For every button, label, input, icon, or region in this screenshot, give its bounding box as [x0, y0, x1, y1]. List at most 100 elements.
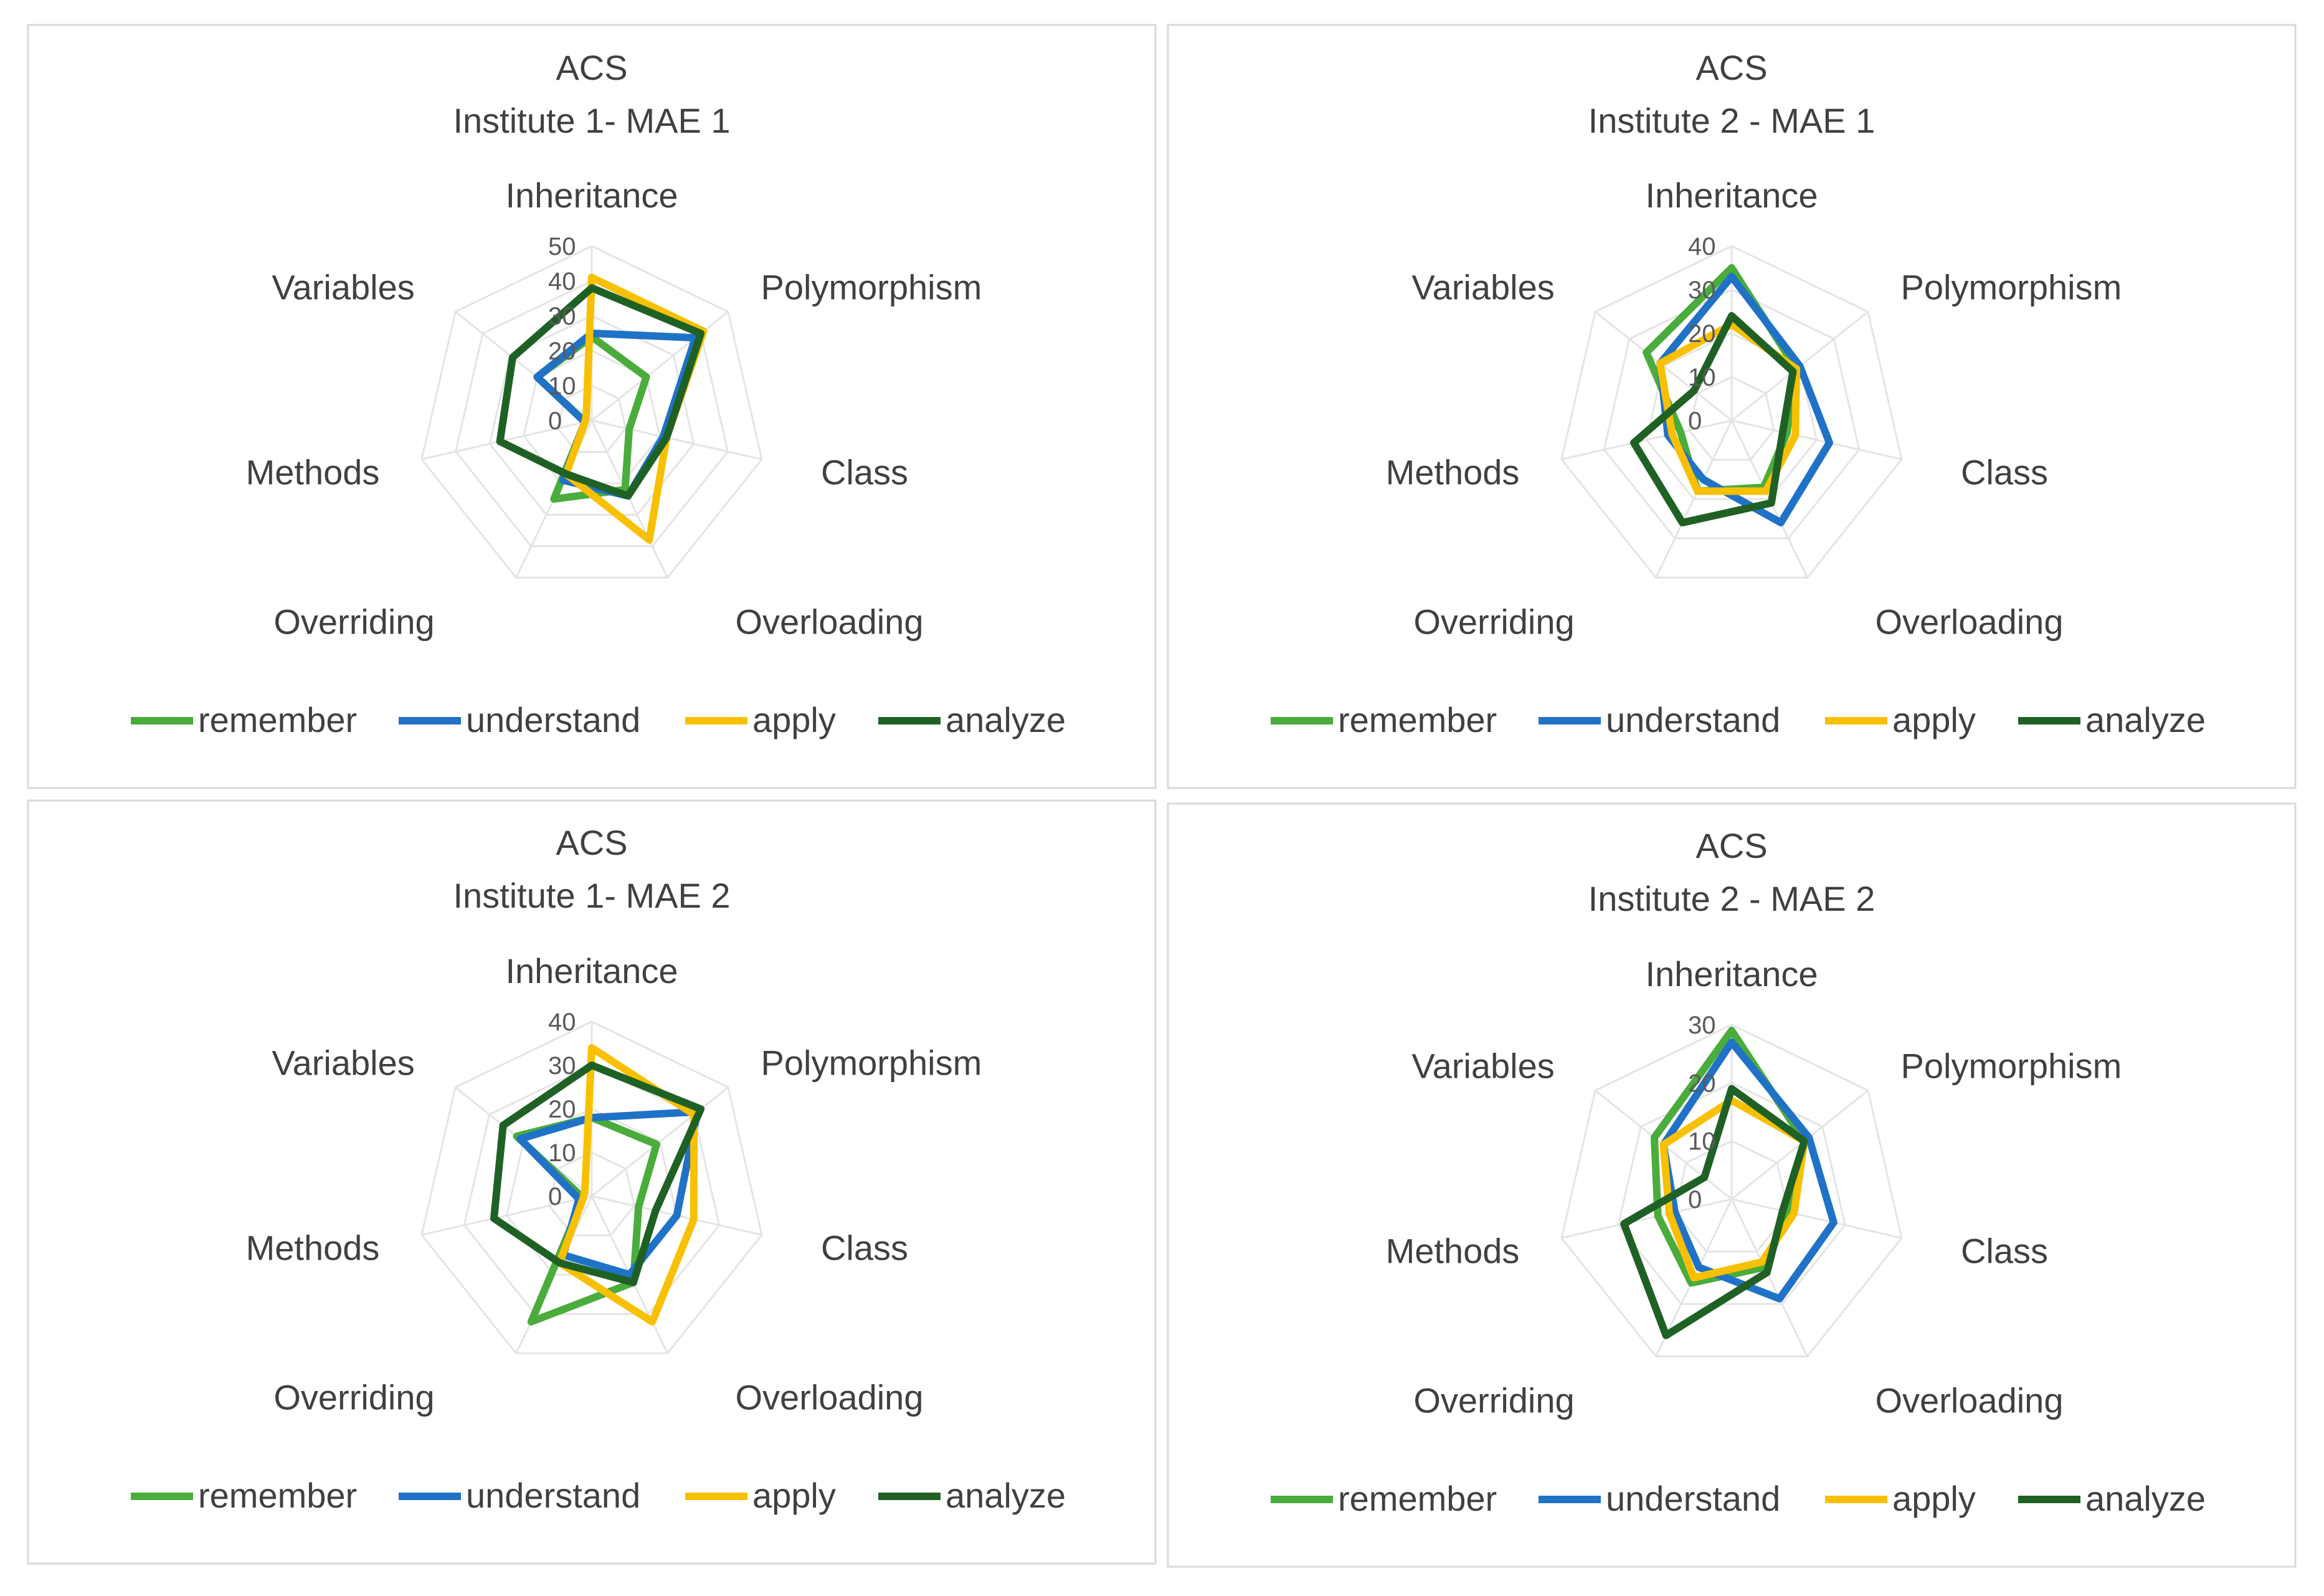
grid-ring: [454, 280, 729, 548]
axis-spoke: [1731, 419, 1902, 460]
grid-ring: [488, 315, 695, 516]
tick-label: 20: [548, 338, 576, 365]
legend-label-analyze: analyze: [946, 1476, 1066, 1515]
tick-label: 50: [548, 233, 576, 260]
tick-label: 20: [1688, 1070, 1716, 1097]
axis-label-overloading: Overloading: [736, 1377, 924, 1417]
grid-ring: [1688, 376, 1775, 461]
legend: remember understand apply analyze: [1271, 700, 2206, 739]
tick-label: 0: [548, 407, 562, 435]
tick-label: 40: [548, 1009, 576, 1036]
legend-label-understand: understand: [1606, 700, 1780, 739]
axis-label-class: Class: [821, 1228, 908, 1267]
radar-chart-3: ACS Institute 1- MAE 2 40 30 20 10 0 Inheritanc…: [27, 799, 1157, 1565]
axis-spoke: [1655, 420, 1733, 578]
axis-label-variables: Variables: [272, 1043, 414, 1082]
grid-ring: [420, 245, 763, 579]
axis-label-overloading: Overloading: [736, 602, 924, 641]
tick-label: 30: [1688, 1012, 1716, 1039]
axis-label-methods: Methods: [246, 452, 380, 492]
axis-label-inheritance: Inheritance: [1645, 954, 1818, 994]
legend-label-analyze: analyze: [2085, 700, 2206, 739]
legend-label-remember: remember: [1338, 1479, 1497, 1518]
tick-label: 30: [1688, 277, 1716, 304]
axis-label-overriding: Overriding: [1413, 602, 1574, 641]
tick-label: 30: [548, 1052, 576, 1080]
axis-spoke: [421, 419, 592, 460]
legend-label-apply: apply: [1892, 700, 1976, 739]
radar-chart-2: ACS Institute 2 - MAE 1 40 30 20 10 0 Inheritan…: [1167, 24, 2297, 789]
axis-label-overriding: Overriding: [273, 602, 434, 641]
tick-label: 10: [1688, 364, 1716, 391]
axis-label-polymorphism: Polymorphism: [761, 267, 982, 306]
series-analyze-line: [1620, 1085, 1808, 1339]
grid-ring: [1617, 1081, 1846, 1305]
axis-label-inheritance: Inheritance: [505, 951, 678, 990]
series-analyze-line: [496, 284, 705, 500]
radar-chart-1: ACS Institute 1- MAE 1 50 40 30 20 10 0 Inherita…: [27, 24, 1157, 789]
tick-label: 10: [548, 1139, 576, 1167]
axis-label-overloading: Overloading: [1876, 1380, 2064, 1420]
chart-title: ACS: [556, 48, 627, 87]
grid-ring: [1560, 1024, 1903, 1357]
legend-label-remember: remember: [198, 700, 357, 739]
tick-label: 10: [1688, 1128, 1716, 1156]
legend: remember understand apply analyze: [131, 700, 1066, 739]
series-analyze-line: [490, 1062, 705, 1286]
axis-spoke: [1730, 1199, 1808, 1357]
axis-label-class: Class: [1961, 1231, 2048, 1270]
legend-label-apply: apply: [752, 1476, 836, 1515]
radar-chart-4: ACS Institute 2 - MAE 2 30 20 10 0 Inheritance…: [1167, 802, 2297, 1568]
axis-spoke: [421, 1195, 592, 1236]
tick-label: 0: [1688, 1186, 1702, 1214]
grid-ring: [1603, 288, 1861, 539]
axis-label-polymorphism: Polymorphism: [1901, 267, 2122, 306]
tick-label: 0: [548, 1183, 562, 1210]
axis-spoke: [1731, 1198, 1902, 1239]
axis-label-methods: Methods: [1386, 452, 1520, 492]
axis-label-variables: Variables: [1411, 1046, 1554, 1085]
tick-label: 20: [1688, 320, 1716, 348]
legend-label-remember: remember: [1338, 700, 1497, 739]
axis-label-polymorphism: Polymorphism: [761, 1043, 982, 1082]
chart-subtitle: Institute 2 - MAE 1: [1588, 101, 1876, 140]
tick-label: 40: [1688, 233, 1716, 260]
series-apply-line: [1656, 321, 1800, 495]
tick-label: 30: [548, 303, 576, 330]
axis-spoke: [591, 1086, 729, 1197]
legend-label-analyze: analyze: [946, 700, 1066, 739]
chart-subtitle: Institute 1- MAE 1: [453, 101, 730, 140]
axis-label-overriding: Overriding: [1413, 1380, 1574, 1420]
grid-ring: [1560, 245, 1903, 579]
axis-label-overloading: Overloading: [1876, 602, 2064, 641]
tick-label: 10: [548, 373, 576, 400]
axis-spoke: [591, 419, 762, 460]
tick-label: 40: [548, 268, 576, 295]
grid-ring: [463, 1064, 721, 1315]
axis-label-variables: Variables: [272, 267, 414, 306]
legend-label-remember: remember: [198, 1476, 357, 1515]
legend-label-analyze: analyze: [2085, 1479, 2206, 1518]
axis-label-polymorphism: Polymorphism: [1901, 1046, 2122, 1085]
legend-label-understand: understand: [1606, 1479, 1780, 1518]
tick-label: 20: [548, 1096, 576, 1123]
series-analyze-line: [1630, 312, 1797, 526]
axis-label-overriding: Overriding: [273, 1377, 434, 1417]
tick-label: 0: [1688, 407, 1702, 435]
axis-label-class: Class: [1961, 452, 2048, 492]
axis-label-methods: Methods: [246, 1228, 380, 1267]
chart-title: ACS: [556, 823, 627, 862]
chart-subtitle: Institute 1- MAE 2: [453, 876, 730, 915]
axis-label-inheritance: Inheritance: [1645, 176, 1818, 215]
legend: remember understand apply analyze: [131, 1476, 1066, 1515]
grid-ring: [1674, 1140, 1790, 1253]
axis-label-methods: Methods: [1386, 1231, 1520, 1270]
axis-label-inheritance: Inheritance: [505, 176, 678, 215]
legend-label-understand: understand: [466, 1476, 640, 1515]
chart-title: ACS: [1696, 48, 1767, 87]
legend-label-understand: understand: [466, 700, 640, 739]
chart-title: ACS: [1696, 826, 1767, 865]
chart-subtitle: Institute 2 - MAE 2: [1588, 879, 1876, 918]
axis-label-variables: Variables: [1411, 267, 1554, 306]
